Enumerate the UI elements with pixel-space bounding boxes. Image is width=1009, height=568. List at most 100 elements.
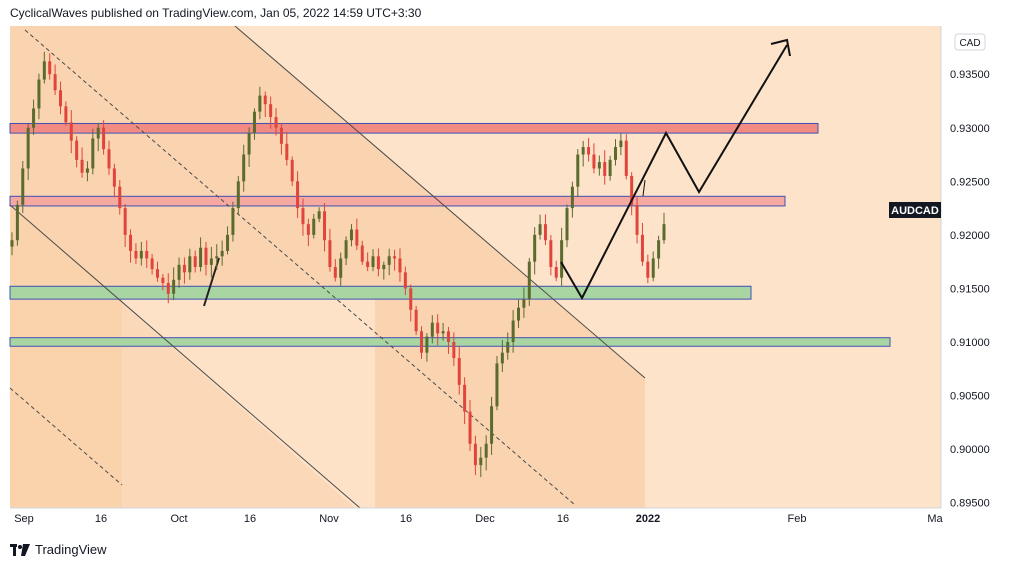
candle-body [371, 256, 375, 267]
channel-lower-line [10, 204, 361, 508]
candle-body [430, 322, 434, 337]
candle-body [182, 264, 186, 273]
candle-body [296, 181, 300, 209]
candle-body [479, 457, 483, 466]
candle-body [490, 406, 494, 444]
candle-body [484, 443, 488, 458]
candle-body [155, 269, 159, 278]
candle-body [215, 256, 219, 259]
candle-body [274, 117, 278, 128]
candle-body [549, 240, 553, 267]
candle-body [102, 127, 106, 150]
candle-body [554, 267, 558, 278]
candle-body [220, 250, 224, 257]
time-tick-label: Dec [475, 513, 495, 525]
time-tick-label: Oct [170, 513, 187, 525]
candle-body [463, 384, 467, 412]
candle-body [597, 162, 601, 169]
candle-body [91, 138, 95, 169]
candle-body [42, 61, 46, 80]
currency-badge[interactable]: CAD [954, 33, 986, 51]
candle-body [592, 154, 596, 169]
channel-lower-dashed-line [10, 387, 123, 486]
tradingview-logo-icon [10, 543, 30, 556]
candle-body [387, 256, 391, 265]
candle-body [630, 175, 634, 205]
candle-body [107, 149, 111, 169]
currency-label: CAD [959, 38, 980, 49]
price-tick-label: 0.90500 [950, 391, 990, 403]
candle-body [10, 240, 14, 247]
candle-body [344, 240, 348, 259]
candle-body [285, 143, 289, 160]
candle-body [457, 358, 461, 385]
candle-body [511, 320, 515, 342]
candle-body [177, 264, 181, 280]
candle-body [80, 159, 84, 173]
time-tick-label: Nov [319, 513, 339, 525]
candle-body [624, 140, 628, 176]
author-name[interactable]: CyclicalWaves [10, 6, 88, 20]
published-on-text: published on TradingView.com, [90, 6, 257, 20]
candle-body [446, 331, 450, 342]
candle-body [565, 208, 569, 241]
candle-body [312, 218, 316, 235]
symbol-label: AUDCAD [891, 205, 939, 217]
candle-body [506, 341, 510, 353]
candle-body [646, 261, 650, 278]
candle-body [560, 240, 564, 278]
candle-body [441, 331, 445, 334]
candle-body [473, 443, 477, 466]
candle-body [209, 258, 213, 265]
candle-body [360, 245, 364, 262]
candle-body [242, 154, 246, 182]
candle-body [608, 159, 612, 176]
candle-body [393, 256, 397, 259]
candle-body [53, 74, 57, 91]
candle-body [172, 279, 176, 294]
candle-body [376, 256, 380, 270]
candle-body [15, 204, 19, 241]
brand-name: TradingView [35, 542, 107, 557]
footer-brand[interactable]: TradingView [10, 542, 107, 557]
candle-body [226, 234, 230, 251]
candle-body [614, 147, 618, 160]
projection-path [560, 44, 788, 301]
support-zone [9, 337, 891, 347]
candle-body [150, 258, 154, 270]
time-tick-label: Sep [14, 513, 34, 525]
candle-body [145, 250, 149, 259]
candle-body [64, 106, 68, 123]
candle-body [452, 341, 456, 359]
candle-body [204, 247, 208, 265]
candle-body [538, 224, 542, 235]
candle-body [662, 224, 666, 241]
candle-body [414, 309, 418, 332]
channel-lower-shade [10, 205, 355, 508]
candle-body [279, 127, 283, 144]
candle-body [398, 258, 402, 273]
candle-body [425, 336, 429, 353]
candle-body [134, 250, 138, 259]
price-tick-label: 0.92500 [950, 176, 990, 188]
candle-body [258, 95, 262, 112]
candle-body [333, 267, 337, 278]
resistance-zone [9, 122, 819, 134]
candle-body [317, 211, 321, 219]
candle-body [26, 127, 30, 169]
candle-body [500, 352, 504, 364]
channel-mid-dashed-line [24, 29, 576, 506]
candle-body [619, 140, 623, 148]
candle-body [118, 186, 122, 209]
candle-body [576, 154, 580, 187]
price-tick-label: 0.91000 [950, 337, 990, 349]
candle-body [657, 240, 661, 259]
price-tick-label: 0.91500 [950, 283, 990, 295]
candle-body [420, 331, 424, 353]
candle-body [570, 186, 574, 209]
candle-body [382, 264, 386, 270]
candle-body [339, 258, 343, 278]
candle-body [123, 208, 127, 235]
candle-body [635, 204, 639, 235]
